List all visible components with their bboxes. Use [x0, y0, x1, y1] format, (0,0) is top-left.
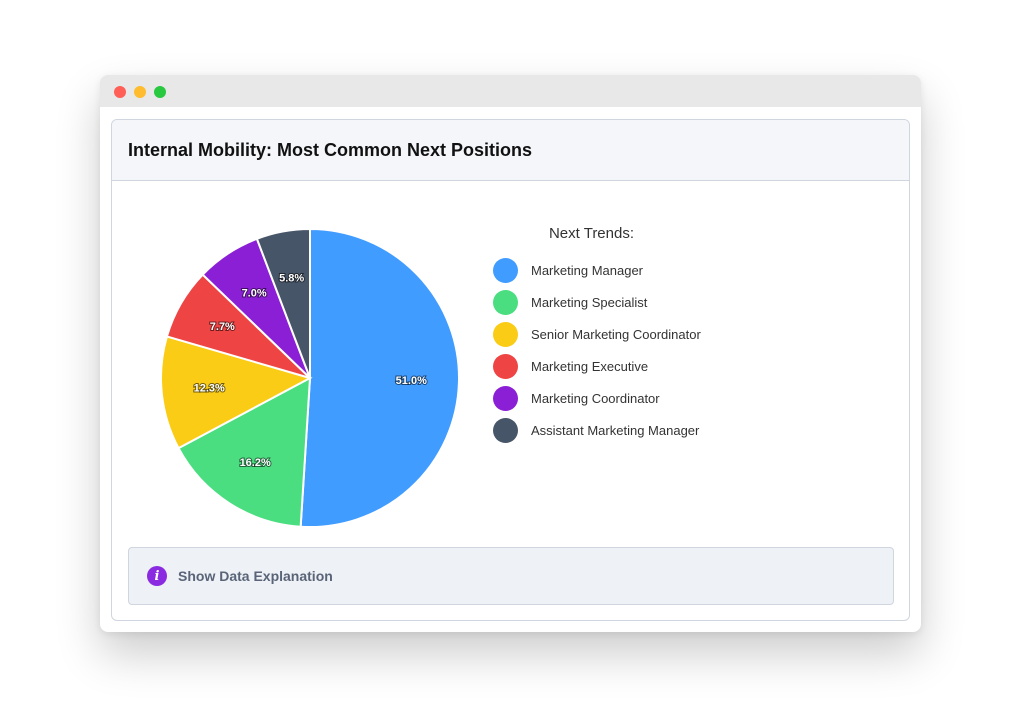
legend-label: Senior Marketing Coordinator: [531, 326, 701, 342]
maximize-window-button[interactable]: [154, 86, 166, 98]
card-header: Internal Mobility: Most Common Next Posi…: [112, 120, 909, 181]
legend-item[interactable]: Marketing Specialist: [493, 286, 753, 318]
legend-label: Marketing Executive: [531, 358, 649, 374]
legend-label: Assistant Marketing Manager: [531, 422, 700, 438]
pie-slice-label: 5.8%: [279, 272, 304, 284]
pie-chart: 51.0% 16.2% 12.3% 7.7% 7.0% 5.8%: [160, 227, 460, 528]
chart-card: Internal Mobility: Most Common Next Posi…: [111, 119, 910, 621]
close-window-button[interactable]: [114, 86, 126, 98]
legend-label: Marketing Manager: [531, 262, 643, 278]
legend-swatch: [493, 321, 518, 347]
pie-slice-label: 7.7%: [210, 321, 235, 333]
pie-slice-label: 16.2%: [240, 457, 271, 469]
pie-slice-senior-marketing-coordinator[interactable]: [160, 335, 313, 450]
legend-item[interactable]: Marketing Executive: [493, 350, 753, 382]
legend-item[interactable]: Marketing Coordinator: [493, 382, 753, 414]
legend-list: Marketing Manager Marketing Specialist Sen…: [493, 254, 753, 446]
pie-slice-label: 7.0%: [242, 287, 267, 299]
chart-legend: Next Trends: Marketing Manager Marketing …: [493, 225, 753, 446]
pie-slice-marketing-manager[interactable]: [299, 227, 460, 528]
legend-item[interactable]: Marketing Manager: [493, 254, 753, 286]
legend-label: Marketing Coordinator: [531, 390, 660, 406]
pie-slice-marketing-specialist[interactable]: [177, 376, 312, 528]
legend-swatch: [493, 417, 518, 443]
legend-swatch: [493, 353, 518, 379]
legend-swatch: [493, 385, 518, 411]
show-data-explanation-label: Show Data Explanation: [178, 568, 333, 584]
info-icon: i: [147, 566, 167, 586]
legend-item[interactable]: Senior Marketing Coordinator: [493, 318, 753, 350]
pie-slice-assistant-marketing-manager[interactable]: [255, 227, 311, 379]
pie-slice-label: 51.0%: [396, 375, 427, 387]
app-window: Internal Mobility: Most Common Next Posi…: [100, 75, 921, 632]
minimize-window-button[interactable]: [134, 86, 146, 98]
pie-slice-label: 12.3%: [194, 382, 225, 394]
legend-label: Marketing Specialist: [531, 294, 648, 310]
window-titlebar: [100, 75, 921, 107]
legend-swatch: [493, 257, 518, 283]
chart-title: Internal Mobility: Most Common Next Posi…: [128, 139, 533, 160]
legend-swatch: [493, 289, 518, 315]
legend-title: Next Trends:: [548, 225, 635, 242]
show-data-explanation-button[interactable]: i Show Data Explanation: [128, 547, 894, 605]
legend-item[interactable]: Assistant Marketing Manager: [493, 414, 753, 446]
